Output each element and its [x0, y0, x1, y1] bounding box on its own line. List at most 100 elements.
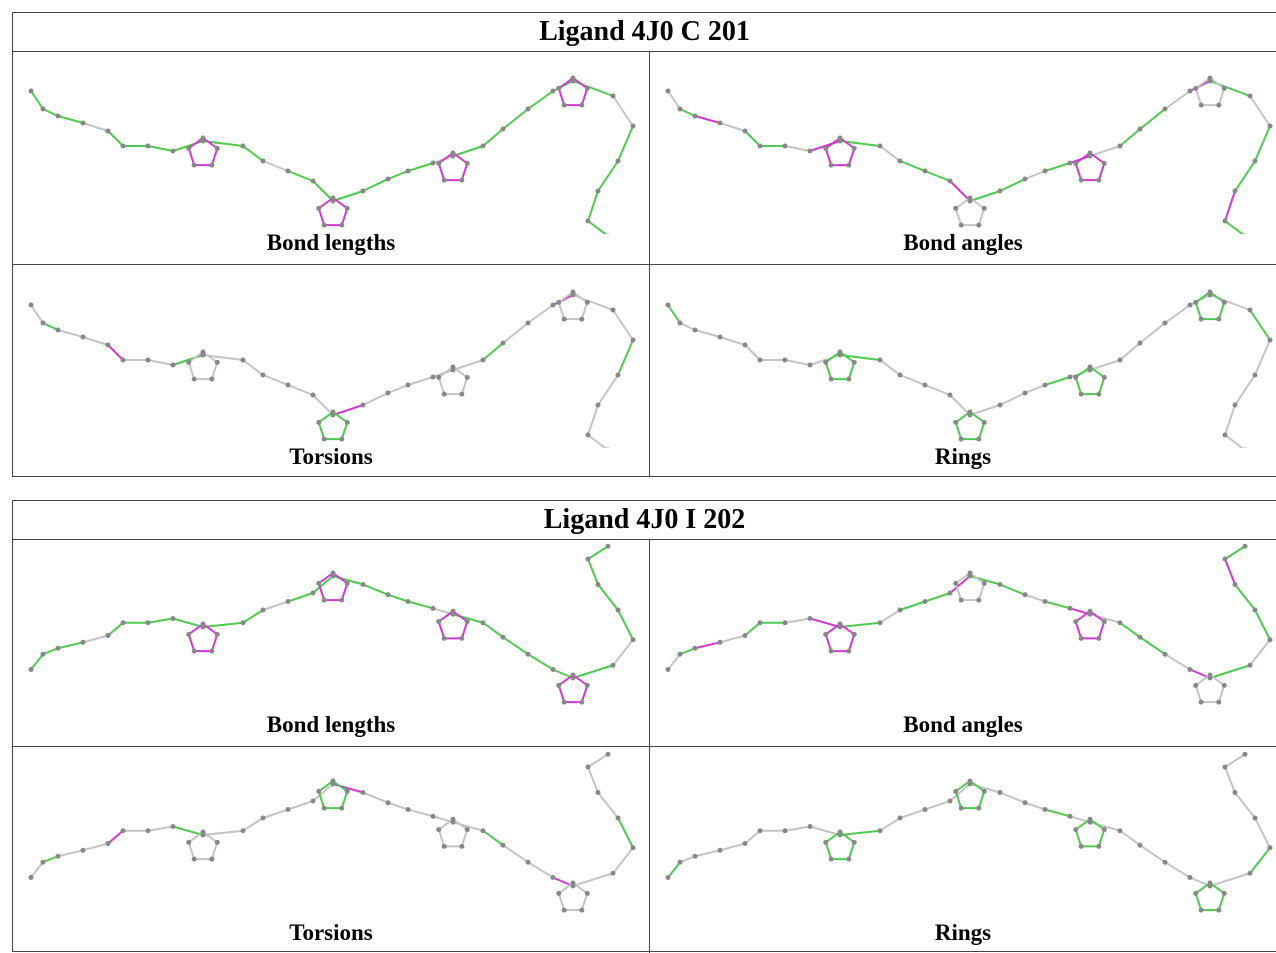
atom — [105, 342, 111, 348]
atom — [1252, 158, 1258, 164]
atom — [1187, 302, 1193, 308]
bond — [312, 783, 334, 802]
bond — [147, 359, 174, 366]
atom — [782, 828, 788, 834]
atom — [525, 651, 531, 657]
atom — [1096, 177, 1102, 183]
atom — [1042, 599, 1048, 604]
bond — [1224, 766, 1236, 793]
atom — [837, 138, 843, 144]
bond — [57, 641, 84, 650]
atom — [450, 367, 456, 373]
bond — [452, 359, 484, 371]
bond — [242, 359, 264, 376]
bond — [42, 855, 59, 864]
bond — [387, 384, 409, 394]
molecule — [28, 751, 636, 913]
atom — [953, 788, 959, 794]
atom — [851, 359, 857, 365]
atom — [260, 158, 266, 164]
atom — [570, 883, 576, 889]
atom — [1198, 907, 1204, 913]
atom — [997, 402, 1003, 408]
atom — [1187, 88, 1193, 94]
ring — [317, 779, 349, 810]
atom — [1222, 764, 1228, 770]
bond — [30, 653, 44, 671]
atom — [1193, 682, 1199, 688]
atom — [1207, 78, 1213, 84]
atom — [958, 222, 964, 228]
atom — [436, 619, 442, 625]
table-title: Ligand 4J0 C 201 — [13, 13, 1276, 52]
atom — [1232, 188, 1238, 194]
atom — [105, 128, 111, 134]
atom — [981, 788, 987, 794]
bond — [42, 108, 59, 117]
atom — [1267, 123, 1273, 129]
atom — [191, 648, 197, 654]
atom — [947, 798, 953, 804]
atom — [1216, 102, 1222, 108]
atom — [1101, 160, 1107, 166]
bond — [679, 108, 696, 117]
atom — [997, 188, 1003, 194]
table-title: Ligand 4J0 I 202 — [13, 501, 1276, 540]
atom — [450, 611, 456, 617]
panel: Bond lengths — [13, 51, 649, 264]
atom — [1198, 316, 1204, 322]
atom — [757, 143, 763, 149]
bond — [679, 855, 696, 864]
atom — [209, 376, 215, 382]
bond — [1044, 162, 1071, 172]
bond — [617, 339, 634, 376]
atom — [823, 359, 829, 365]
atom — [1207, 675, 1213, 681]
bond — [452, 145, 484, 157]
bond — [407, 600, 434, 610]
atom — [967, 198, 973, 204]
atom — [615, 158, 621, 164]
bond — [719, 634, 746, 644]
bond — [362, 583, 389, 596]
ring — [317, 571, 349, 602]
atom — [316, 580, 322, 586]
bond — [502, 108, 529, 130]
bond — [1224, 434, 1244, 448]
atom — [1216, 907, 1222, 913]
atom — [967, 412, 973, 418]
atom — [976, 805, 982, 811]
atom — [170, 148, 176, 154]
atom — [200, 352, 206, 358]
atom — [459, 177, 465, 183]
atom — [828, 162, 834, 168]
bond — [1234, 374, 1256, 406]
atom — [897, 607, 903, 613]
atom — [828, 856, 834, 862]
bond — [679, 647, 696, 656]
bond — [1024, 170, 1046, 180]
bond — [949, 394, 971, 416]
bond — [1164, 90, 1191, 110]
bond — [617, 609, 634, 641]
bond — [202, 829, 244, 836]
atom — [550, 875, 556, 880]
atom — [630, 845, 636, 851]
atom — [80, 639, 86, 645]
atom — [316, 788, 322, 794]
atom — [480, 143, 486, 149]
atom — [922, 382, 928, 388]
atom — [605, 543, 611, 549]
atom — [344, 419, 350, 425]
panel-caption: Bond angles — [903, 712, 1023, 737]
bond — [107, 130, 124, 147]
atom — [807, 824, 813, 829]
atom — [561, 699, 567, 705]
bond — [262, 374, 289, 386]
bond — [107, 829, 124, 845]
bond — [242, 817, 264, 832]
bond — [1119, 342, 1141, 361]
bond — [482, 342, 504, 361]
atom — [28, 875, 34, 880]
atom — [1193, 85, 1199, 91]
